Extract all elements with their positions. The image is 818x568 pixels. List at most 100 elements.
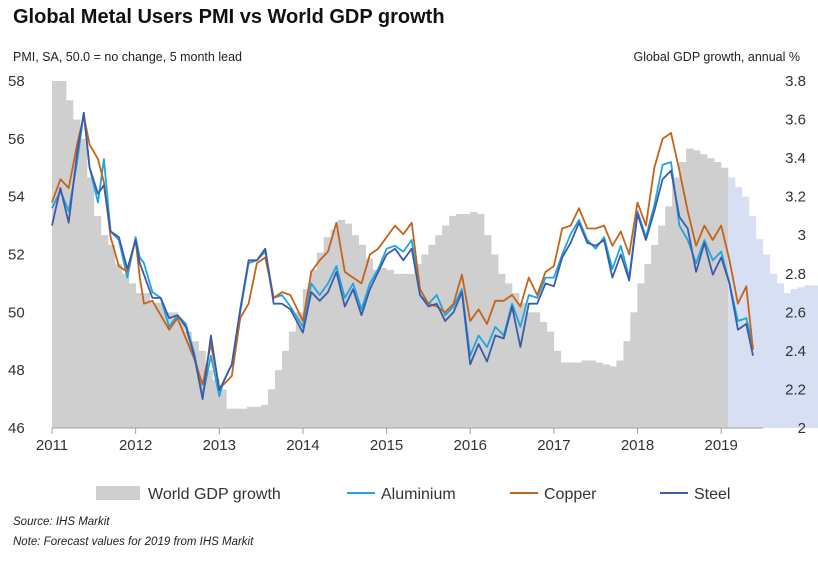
pmi-lines (51, 111, 754, 401)
gdp-bar (463, 214, 471, 428)
gdp-bar (539, 322, 548, 428)
right-tick-label: 2.6 (785, 304, 806, 321)
gdp-bar (114, 264, 123, 428)
gdp-forecast-bar (811, 285, 818, 428)
gdp-bar (351, 235, 359, 428)
gdp-bar (400, 273, 408, 428)
gdp-bar (616, 360, 624, 428)
gdp-bar (240, 408, 248, 428)
gdp-bar (581, 360, 589, 428)
left-tick-label: 58 (8, 73, 25, 90)
gdp-bar (428, 244, 436, 428)
left-tick-label: 54 (8, 189, 25, 206)
legend-label-steel: Steel (694, 486, 730, 503)
gdp-bar (135, 293, 143, 428)
left-tick-label: 48 (8, 362, 25, 379)
gdp-bar (707, 158, 715, 428)
gdp-bar (226, 408, 234, 428)
left-tick-label: 46 (8, 420, 25, 437)
gdp-bar (560, 362, 568, 428)
gdp-bar (477, 214, 485, 428)
gdp-bar (358, 244, 366, 428)
gdp-bar (602, 364, 610, 428)
left-tick-label: 52 (8, 247, 25, 264)
gdp-bar (672, 177, 680, 428)
gdp-bar (79, 138, 88, 429)
left-tick-label: 56 (8, 131, 25, 148)
gdp-bar (686, 148, 694, 428)
gdp-bar (281, 350, 290, 428)
right-tick-label: 3.4 (785, 150, 806, 167)
gdp-forecast-bar (755, 239, 764, 428)
gdp-bar (52, 81, 60, 428)
gdp-bar (393, 273, 401, 428)
legend-swatch-world-gdp-growth (96, 486, 140, 500)
gdp-bar (184, 331, 192, 428)
gdp-bar (302, 289, 311, 428)
gdp-bar (407, 273, 415, 428)
gdp-bar (219, 389, 227, 428)
gdp-bar (679, 162, 687, 428)
x-tick-label: 2013 (203, 437, 236, 454)
gdp-bar (435, 235, 443, 428)
gdp-bar (414, 264, 422, 428)
gdp-forecast-bar (741, 196, 750, 428)
gdp-bar (121, 273, 130, 428)
gdp-bar (177, 322, 185, 428)
right-tick-label: 3.2 (785, 189, 806, 206)
legend-label-copper: Copper (544, 486, 597, 503)
gdp-bar (365, 258, 373, 428)
gdp-bar (518, 302, 527, 428)
forecast-note: Note: Forecast values for 2019 from IHS … (13, 536, 254, 548)
gdp-bar (323, 237, 332, 428)
copper-line (51, 114, 754, 389)
gdp-bar (546, 331, 555, 428)
chart-title: Global Metal Users PMI vs World GDP grow… (13, 6, 445, 28)
gdp-bar (449, 215, 457, 428)
gdp-bar (372, 269, 380, 428)
steel-line (51, 111, 754, 401)
right-tick-label: 2.8 (785, 266, 806, 283)
right-tick-label: 3.8 (785, 73, 806, 90)
gdp-bar (268, 389, 276, 428)
gdp-bar (156, 302, 164, 428)
gdp-bar (149, 302, 157, 428)
x-tick-label: 2011 (36, 437, 68, 454)
x-tick-label: 2012 (119, 437, 152, 454)
right-tick-label: 3.6 (785, 112, 806, 129)
gdp-forecast-bar (727, 177, 736, 428)
gdp-bar (170, 312, 178, 428)
gdp-bar (497, 273, 506, 428)
gdp-bar (295, 312, 304, 428)
right-tick-label: 3 (798, 227, 806, 244)
gdp-forecast-bar (769, 273, 778, 428)
left-axis-note: PMI, SA, 50.0 = no change, 5 month lead (13, 50, 242, 64)
gdp-bar (247, 406, 255, 428)
gdp-bar (484, 235, 492, 428)
right-tick-label: 2.4 (785, 343, 806, 360)
gdp-bar (553, 350, 562, 428)
gdp-bar (658, 225, 666, 428)
gdp-bar (525, 312, 534, 428)
gdp-bar (665, 206, 673, 428)
gdp-forecast-bar (734, 187, 743, 428)
gdp-bar (107, 244, 116, 428)
gdp-bar (261, 404, 269, 428)
gdp-bar (644, 264, 652, 428)
gdp-bar (588, 360, 596, 428)
gdp-bar (609, 366, 617, 428)
gdp-bar (442, 225, 450, 428)
gdp-bar (574, 362, 582, 428)
gdp-bar (651, 244, 659, 428)
legend-label-aluminium: Aluminium (381, 486, 456, 503)
gdp-bar (59, 81, 67, 428)
x-tick-label: 2018 (621, 437, 654, 454)
x-tick-label: 2017 (537, 437, 570, 454)
pmi-gdp-chart: 2011 2012 2013 2014 2015 2016 2017 2018 2019 46 48… (8, 73, 818, 503)
right-tick-label: 2 (798, 420, 806, 437)
gdp-bar (337, 219, 346, 428)
gdp-forecast-bar (762, 254, 771, 428)
gdp-bar (421, 254, 429, 428)
gdp-bars (52, 81, 818, 429)
gdp-bar (623, 341, 631, 428)
